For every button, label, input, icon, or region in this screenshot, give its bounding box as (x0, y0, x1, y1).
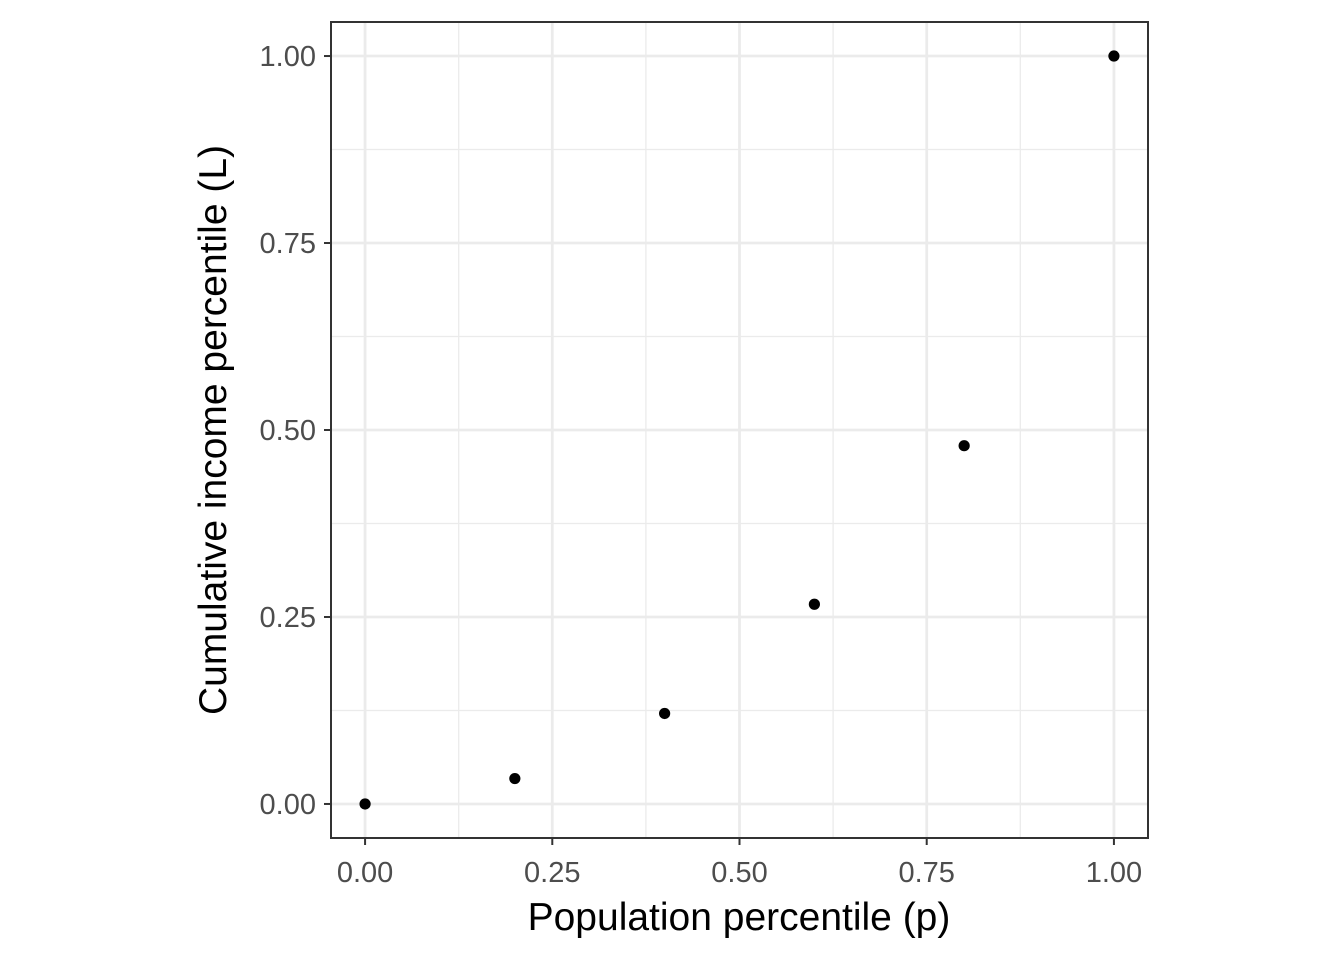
major-gridlines (331, 22, 1148, 838)
y-tick-label: 1.00 (260, 41, 316, 73)
x-tick-label: 0.75 (898, 857, 954, 889)
x-tick-label: 1.00 (1086, 857, 1142, 889)
y-axis-ticks: 0.00 0.25 0.50 0.75 1.00 (260, 41, 331, 821)
y-tick-label: 0.75 (260, 228, 316, 260)
data-point (509, 772, 521, 785)
data-point (359, 798, 371, 810)
y-tick-label: 0.00 (260, 789, 316, 821)
data-point (958, 440, 970, 452)
data-point (659, 707, 671, 720)
data-points (359, 50, 1120, 810)
x-axis-title: Population percentile (p) (528, 896, 951, 939)
x-tick-label: 0.25 (524, 857, 580, 889)
data-point (1108, 50, 1120, 62)
y-tick-label: 0.25 (260, 602, 316, 634)
x-tick-label: 0.50 (711, 857, 767, 889)
x-axis-ticks: 0.00 0.25 0.50 0.75 1.00 (337, 838, 1142, 889)
data-point (808, 598, 820, 610)
x-tick-label: 0.00 (337, 857, 393, 889)
y-tick-label: 0.50 (260, 415, 316, 447)
y-axis-title: Cumulative income percentile (L) (192, 145, 235, 715)
